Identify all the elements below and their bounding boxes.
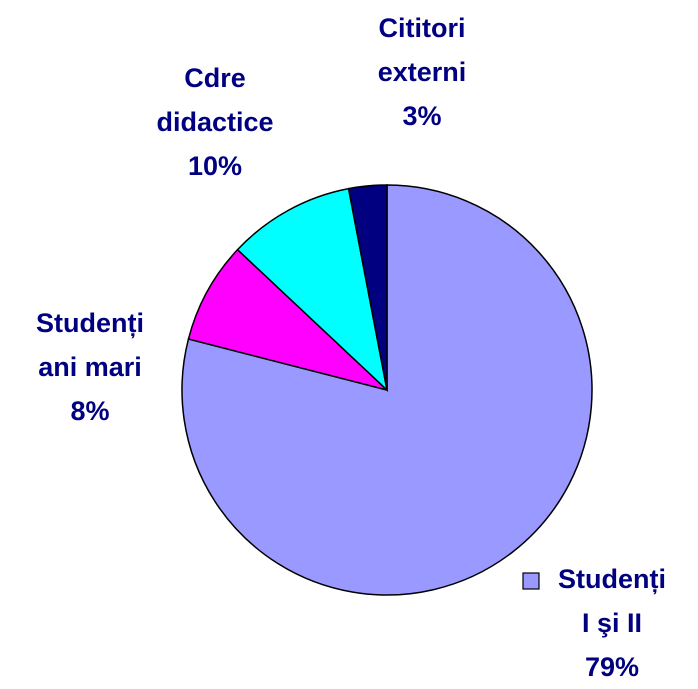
label-line: Cititori	[379, 13, 466, 43]
slice-label: Cdre didactice	[156, 63, 273, 137]
label-line: Studenți	[558, 564, 666, 594]
pie-slice	[187, 248, 388, 391]
label-line: didactice	[156, 107, 273, 137]
label-line: externi	[378, 57, 467, 87]
label-line: Studenți	[36, 308, 144, 338]
label-line: I şi II	[582, 608, 642, 638]
slice-label: Studenți I şi II	[558, 564, 666, 638]
pie-slice	[236, 187, 389, 393]
value-label: 3%	[402, 101, 441, 131]
value-label: 79%	[585, 652, 639, 682]
value-label: 8%	[70, 396, 109, 426]
legend-key	[522, 572, 540, 590]
slice-label: Cititori externi	[378, 13, 467, 87]
label-line: ani mari	[38, 352, 142, 382]
label-line: Cdre	[184, 63, 246, 93]
slice-label: Studenți ani mari	[36, 308, 144, 382]
pie-slice	[347, 184, 388, 391]
value-label: 10%	[188, 151, 242, 181]
